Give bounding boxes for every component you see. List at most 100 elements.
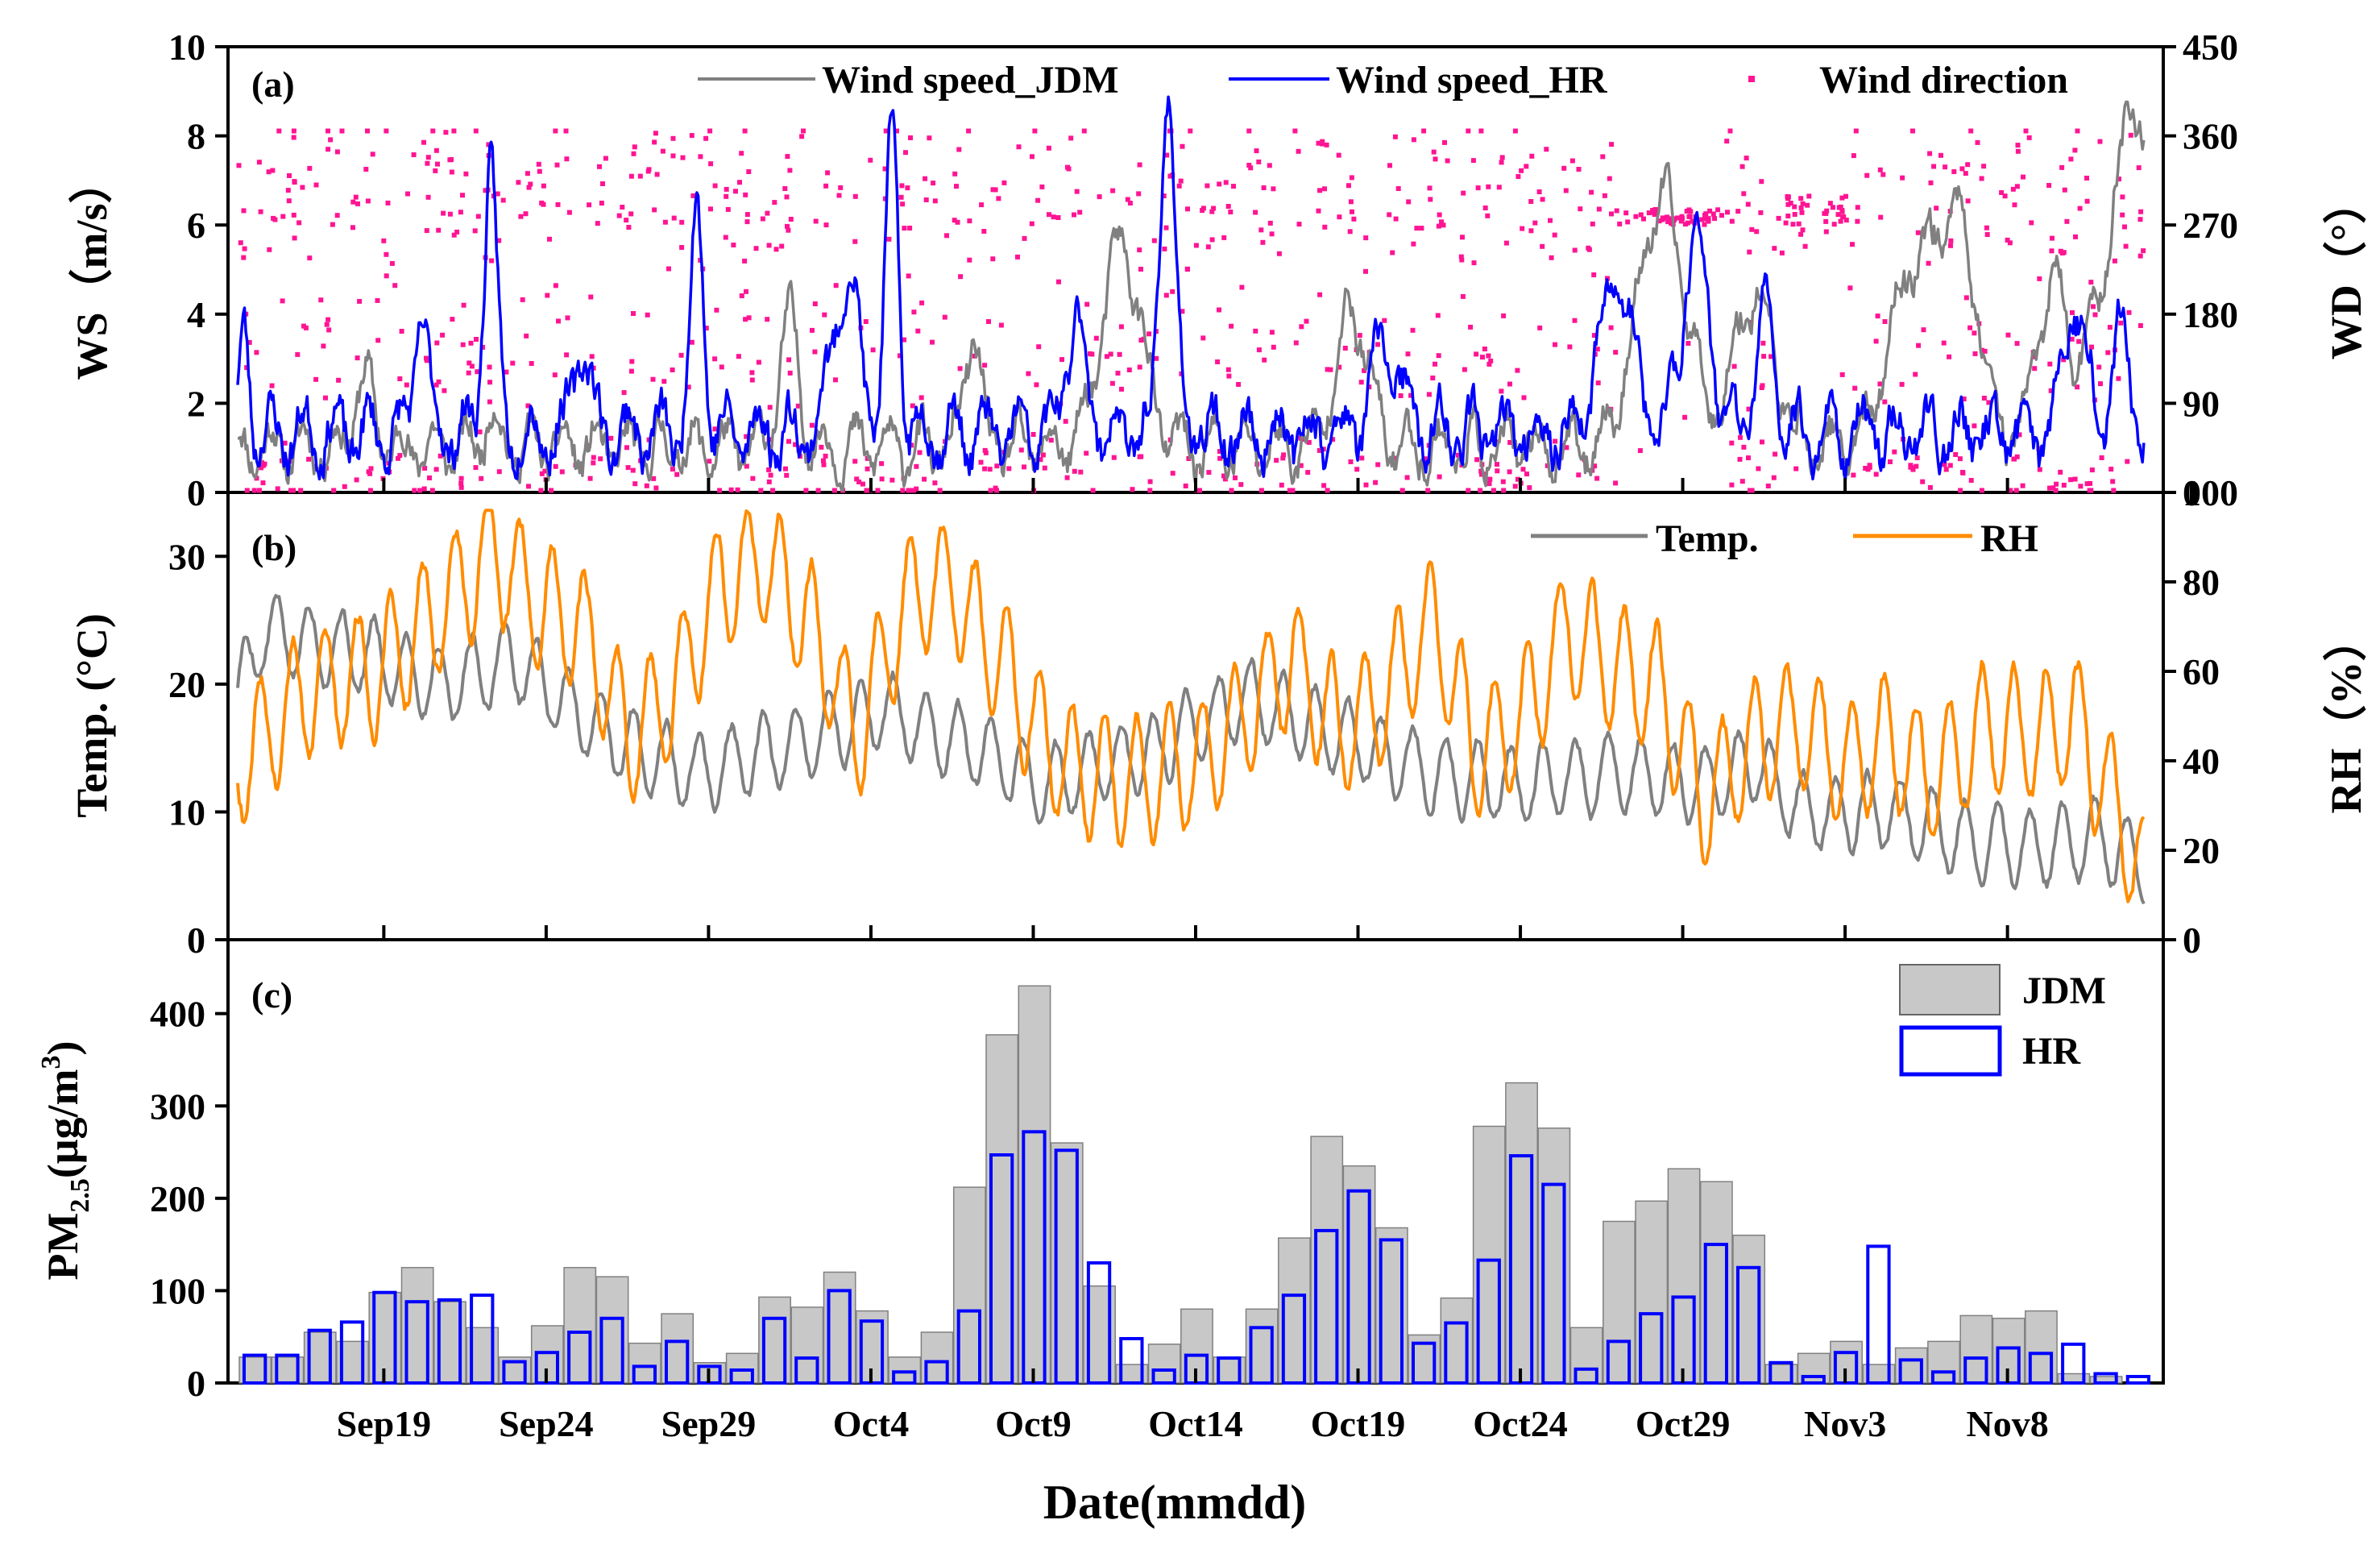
wind-direction-point bbox=[660, 148, 665, 154]
wind-direction-point bbox=[1685, 341, 1691, 346]
wind-direction-point bbox=[1486, 361, 1492, 367]
hr-bar bbox=[567, 1331, 592, 1385]
wind-direction-point bbox=[1387, 163, 1392, 168]
wind-direction-point bbox=[739, 293, 744, 298]
panel-b-label: (b) bbox=[251, 527, 296, 568]
wind-direction-point bbox=[1382, 318, 1387, 323]
wind-direction-point bbox=[1256, 347, 1262, 353]
wind-direction-point bbox=[1051, 214, 1056, 220]
wind-direction-point bbox=[883, 128, 889, 134]
wind-direction-point bbox=[1536, 189, 1542, 194]
wind-direction-point bbox=[288, 488, 293, 493]
wind-direction-point bbox=[520, 297, 525, 302]
wind-direction-point bbox=[2084, 198, 2090, 204]
wind-direction-point bbox=[2075, 128, 2080, 134]
wind-direction-point bbox=[1097, 194, 1102, 200]
wind-direction-point bbox=[559, 469, 565, 475]
wind-direction-point bbox=[2037, 276, 2042, 281]
hr-bar bbox=[339, 1320, 365, 1385]
wind-direction-point bbox=[2005, 332, 2011, 338]
wind-direction-point bbox=[1507, 469, 1512, 475]
hr-bar bbox=[2125, 1375, 2150, 1385]
wind-direction-point bbox=[743, 317, 748, 322]
wind-direction-point bbox=[588, 294, 594, 300]
wind-direction-point bbox=[451, 232, 457, 238]
wind-direction-point bbox=[1927, 484, 1933, 490]
wind-direction-point bbox=[1553, 438, 1558, 444]
wind-direction-point bbox=[1036, 344, 1042, 350]
wind-direction-point bbox=[1783, 220, 1789, 226]
wind-direction-point bbox=[1908, 463, 1914, 468]
wind-direction-point bbox=[766, 467, 772, 472]
wind-direction-point bbox=[385, 200, 391, 206]
wind-direction-point bbox=[744, 289, 748, 294]
y2-axis-b-tick-label: 60 bbox=[2183, 651, 2220, 692]
wind-direction-point bbox=[1524, 164, 1529, 169]
temp-line bbox=[236, 594, 2146, 905]
wind-direction-point bbox=[1180, 143, 1185, 149]
y2-axis-b-tick-label: 20 bbox=[2183, 830, 2220, 871]
wind-direction-point bbox=[1205, 244, 1211, 250]
wind-direction-point bbox=[1395, 186, 1401, 191]
wind-direction-point bbox=[1016, 144, 1022, 150]
wind-direction-point bbox=[1347, 229, 1353, 235]
x-tick-label: Nov8 bbox=[1967, 1403, 2049, 1444]
y-axis-c-tick-label: 100 bbox=[150, 1270, 205, 1311]
wind-direction-point bbox=[1281, 452, 1287, 458]
y2-axis-a-tick-label: 180 bbox=[2183, 294, 2238, 335]
wind-direction-point bbox=[350, 199, 356, 205]
wind-direction-point bbox=[825, 170, 831, 176]
wind-direction-point bbox=[1914, 455, 1920, 461]
wind-direction-point bbox=[1519, 168, 1524, 173]
wind-direction-point bbox=[1638, 212, 1644, 218]
wind-direction-point bbox=[1524, 471, 1529, 477]
wind-direction-point bbox=[2014, 454, 2020, 459]
y2label-a: WD（°） bbox=[2322, 181, 2370, 360]
wind-direction-point bbox=[1411, 137, 1416, 143]
wind-direction-point bbox=[1485, 213, 1491, 218]
wind-direction-point bbox=[1744, 156, 1749, 161]
wind-direction-point bbox=[894, 128, 899, 134]
wind-direction-point bbox=[2064, 218, 2070, 224]
wind-direction-point bbox=[241, 255, 247, 260]
wind-direction-point bbox=[1488, 358, 1494, 363]
wind-direction-point bbox=[528, 181, 533, 187]
wind-direction-point bbox=[417, 488, 423, 493]
wind-direction-point bbox=[474, 337, 479, 342]
wind-direction-point bbox=[2088, 488, 2094, 493]
wind-direction-point bbox=[367, 488, 373, 493]
wind-direction-point bbox=[1746, 406, 1752, 412]
wind-direction-point bbox=[1359, 455, 1365, 461]
wind-direction-point bbox=[1528, 228, 1534, 234]
wind-direction-point bbox=[908, 135, 913, 140]
wind-direction-point bbox=[1048, 438, 1054, 443]
wind-direction-point bbox=[2072, 147, 2078, 153]
wind-direction-point bbox=[707, 459, 712, 464]
wind-direction-point bbox=[1064, 475, 1070, 480]
axes-ticks: 0246810090180270360450010203002040608010… bbox=[150, 27, 2238, 1444]
wind-direction-point bbox=[1225, 367, 1231, 372]
wind-direction-point bbox=[286, 198, 292, 204]
wind-direction-point bbox=[1431, 149, 1437, 155]
wind-direction-point bbox=[1968, 128, 1974, 134]
panel-b-plot bbox=[236, 509, 2146, 905]
wind-direction-point bbox=[238, 240, 243, 246]
wind-direction-point bbox=[922, 476, 927, 482]
wind-direction-point bbox=[479, 475, 484, 481]
wind-direction-point bbox=[1495, 468, 1500, 474]
wind-direction-point bbox=[900, 201, 906, 207]
wind-direction-point bbox=[1943, 164, 1948, 170]
wind-direction-point bbox=[725, 206, 731, 212]
wind-direction-point bbox=[1798, 196, 1804, 201]
wind-direction-point bbox=[766, 479, 772, 484]
wind-direction-point bbox=[1515, 476, 1520, 482]
wind-direction-point bbox=[1437, 212, 1442, 218]
wind-direction-point bbox=[1256, 159, 1262, 164]
wind-direction-point bbox=[1435, 313, 1441, 318]
wind-direction-point bbox=[325, 317, 331, 322]
wind-direction-point bbox=[902, 337, 907, 343]
wind-direction-point bbox=[1719, 213, 1724, 218]
wind-direction-point bbox=[2120, 212, 2125, 218]
wind-direction-point bbox=[1745, 201, 1751, 207]
wind-direction-point bbox=[458, 210, 463, 215]
